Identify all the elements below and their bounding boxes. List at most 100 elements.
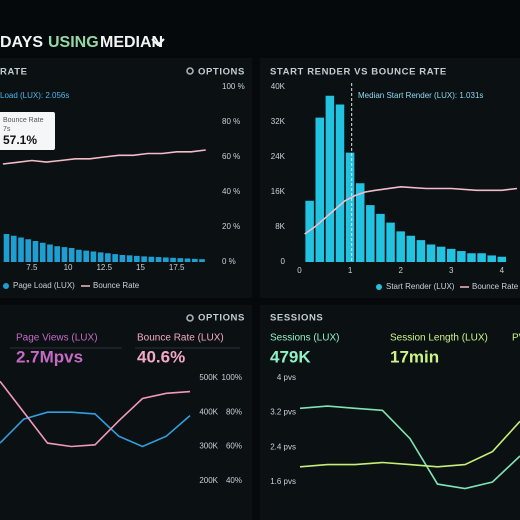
tick-label: 3.2 pvs [270,408,296,417]
annotation: Median Start Render (LUX): 1.031s [358,91,483,100]
bar [386,222,395,262]
bar [467,253,476,262]
legend-label[interactable]: Bounce Rate [93,281,140,290]
bar [335,104,345,262]
tick-label: 2.4 pvs [270,442,296,451]
tick-label: 17.5 [169,263,185,272]
bar [141,256,147,262]
bar [54,246,61,262]
tick-label: 3 [449,266,454,275]
bar [148,256,155,262]
tick-label: 80% [226,407,242,416]
bar [406,235,416,262]
gear-icon[interactable] [186,314,194,322]
bar [10,235,17,262]
series-line [0,411,191,448]
bar [170,257,176,262]
bar [68,248,75,262]
bar [396,231,405,262]
bar [191,258,198,262]
bar [47,244,53,262]
legend-label[interactable]: Bounce Rate [472,282,519,291]
header-title: MEDIAN [100,34,163,51]
bar [436,246,446,262]
tick-label: 1 [348,266,353,275]
bar [355,183,365,262]
header-title: USING [48,34,99,51]
tick-label: 200K [199,476,218,485]
tick-label: 500K [199,373,218,382]
bar [477,253,486,262]
bar [163,257,169,262]
legend-label[interactable]: Page Load (LUX) [13,281,75,290]
tick-label: 300K [199,442,218,451]
tick-label: 10 [64,263,73,272]
tick-label: 20 % [222,222,240,231]
header-title: DAYS [0,34,43,51]
bar [199,259,205,262]
options[interactable]: OPTIONS [198,67,245,78]
bar [376,213,385,262]
tick-label: 15 [136,263,145,272]
kpi-value: 40.6% [137,347,185,366]
annotation: Load (LUX): 2.056s [0,91,69,100]
bar [90,251,97,262]
bar [457,251,466,262]
kpi-label: Bounce Rate (LUX) [137,333,224,344]
gear-icon[interactable] [186,67,194,75]
bar [184,258,191,262]
bar [177,258,184,262]
tick-label: 0 [281,257,286,266]
bar [25,239,32,262]
bar [497,256,507,262]
bar [97,252,104,262]
bar [325,95,335,262]
tooltip [0,112,55,150]
tick-label: 32K [271,117,286,126]
bar [446,248,456,262]
kpi-value: 17min [390,347,439,366]
tick-label: 7.5 [26,263,38,272]
kpi-value: 479K [270,347,311,366]
panel [260,305,520,520]
panel-title: SESSIONS [270,313,323,324]
tick-label: 0 [297,266,302,275]
bar [119,255,126,262]
kpi-value: 2.7Mpvs [16,347,83,366]
kpi-label: Sessions (LUX) [270,333,339,344]
panel-title: RATE [0,67,28,78]
tick-label: 16K [271,187,286,196]
tick-label: 8K [275,222,285,231]
options[interactable]: OPTIONS [198,313,245,324]
series-line [304,185,518,235]
bar [426,244,436,262]
tick-label: 24K [271,152,286,161]
series-line [2,149,206,165]
bar [18,237,24,262]
kpi-label: Page Views (LUX) [16,333,98,344]
bar [416,240,426,262]
tick-label: 100 % [222,82,245,91]
bar [315,117,325,262]
legend-swatch [3,283,9,289]
series-line [299,420,520,468]
bar [83,250,89,262]
tick-label: 60% [226,442,242,451]
bar [112,254,118,262]
tick-label: 100% [222,373,242,382]
tooltip-value: 57.1% [3,133,37,147]
bar [155,257,162,262]
bar [105,253,111,262]
tooltip-subtitle: 7s [3,126,11,133]
bar [39,242,46,262]
bar [126,255,133,262]
tooltip-title: Bounce Rate [3,117,44,124]
legend-swatch [376,284,382,290]
tick-label: 4 [500,266,505,275]
tick-label: 12.5 [96,263,112,272]
kpi-label: PV [512,333,520,344]
dropdown-chevron[interactable] [151,38,165,47]
legend-label[interactable]: Start Render (LUX) [386,282,455,291]
